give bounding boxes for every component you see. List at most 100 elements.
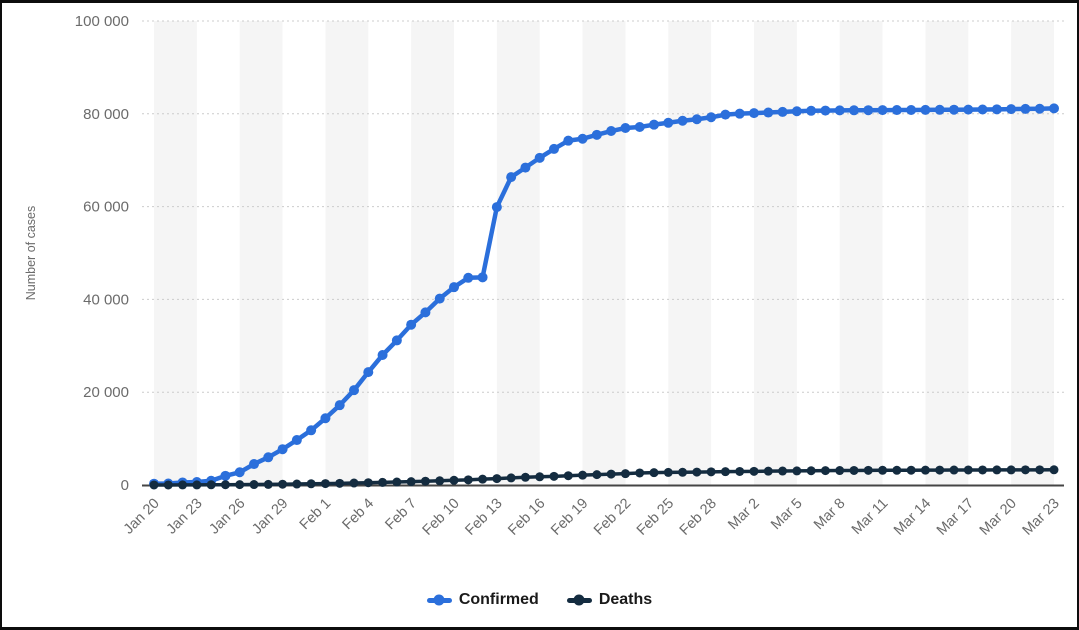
data-point-deaths[interactable] — [149, 480, 159, 490]
data-point-deaths[interactable] — [235, 480, 245, 490]
data-point-confirmed[interactable] — [306, 425, 317, 436]
data-point-deaths[interactable] — [678, 467, 688, 477]
data-point-confirmed[interactable] — [906, 104, 917, 115]
data-point-confirmed[interactable] — [749, 108, 759, 119]
data-point-confirmed[interactable] — [920, 104, 931, 115]
data-point-deaths[interactable] — [606, 469, 616, 479]
data-point-deaths[interactable] — [478, 474, 488, 484]
data-point-confirmed[interactable] — [734, 108, 745, 119]
data-point-deaths[interactable] — [649, 468, 659, 478]
data-point-confirmed[interactable] — [577, 133, 588, 144]
data-point-confirmed[interactable] — [406, 319, 417, 330]
data-point-deaths[interactable] — [320, 479, 330, 489]
data-point-deaths[interactable] — [863, 465, 873, 475]
data-point-deaths[interactable] — [892, 465, 902, 475]
data-point-deaths[interactable] — [763, 466, 773, 476]
data-point-deaths[interactable] — [1035, 465, 1045, 475]
data-point-confirmed[interactable] — [891, 105, 902, 116]
data-point-confirmed[interactable] — [249, 459, 259, 470]
data-point-deaths[interactable] — [206, 480, 216, 490]
data-point-confirmed[interactable] — [791, 106, 802, 117]
data-point-confirmed[interactable] — [434, 293, 445, 304]
data-point-deaths[interactable] — [306, 479, 316, 489]
data-point-deaths[interactable] — [663, 467, 673, 477]
data-point-confirmed[interactable] — [291, 435, 302, 446]
data-point-confirmed[interactable] — [234, 467, 245, 478]
data-point-deaths[interactable] — [249, 480, 259, 490]
data-point-deaths[interactable] — [292, 479, 302, 489]
data-point-deaths[interactable] — [549, 471, 559, 481]
data-point-confirmed[interactable] — [877, 105, 888, 116]
data-point-confirmed[interactable] — [506, 172, 517, 183]
data-point-confirmed[interactable] — [1020, 103, 1031, 114]
data-point-deaths[interactable] — [163, 480, 173, 490]
data-point-deaths[interactable] — [706, 467, 716, 477]
data-point-confirmed[interactable] — [477, 272, 488, 283]
data-point-deaths[interactable] — [820, 466, 830, 476]
data-point-confirmed[interactable] — [706, 112, 717, 123]
data-point-deaths[interactable] — [749, 466, 759, 476]
data-point-confirmed[interactable] — [377, 349, 388, 360]
data-point-confirmed[interactable] — [777, 106, 788, 117]
data-point-deaths[interactable] — [278, 479, 288, 489]
data-point-confirmed[interactable] — [363, 367, 374, 378]
data-point-confirmed[interactable] — [534, 152, 545, 163]
data-point-confirmed[interactable] — [449, 282, 459, 293]
data-point-confirmed[interactable] — [820, 105, 831, 116]
data-point-confirmed[interactable] — [849, 105, 859, 116]
data-point-deaths[interactable] — [378, 477, 388, 487]
data-point-deaths[interactable] — [406, 477, 416, 487]
data-point-confirmed[interactable] — [320, 413, 331, 424]
data-point-confirmed[interactable] — [563, 135, 574, 146]
data-point-deaths[interactable] — [563, 471, 573, 481]
data-point-confirmed[interactable] — [720, 109, 731, 120]
data-point-deaths[interactable] — [906, 465, 916, 475]
data-point-deaths[interactable] — [635, 468, 645, 478]
data-point-confirmed[interactable] — [606, 126, 617, 137]
data-point-deaths[interactable] — [578, 470, 588, 480]
data-point-deaths[interactable] — [449, 475, 459, 485]
data-point-confirmed[interactable] — [763, 107, 774, 118]
data-point-deaths[interactable] — [592, 470, 602, 480]
data-point-confirmed[interactable] — [1006, 104, 1017, 115]
data-point-deaths[interactable] — [420, 476, 430, 486]
data-point-deaths[interactable] — [220, 480, 230, 490]
data-point-confirmed[interactable] — [263, 452, 274, 463]
data-point-confirmed[interactable] — [1034, 103, 1045, 114]
data-point-confirmed[interactable] — [934, 104, 945, 115]
data-point-confirmed[interactable] — [834, 105, 845, 116]
data-point-deaths[interactable] — [792, 466, 802, 476]
data-point-deaths[interactable] — [835, 466, 845, 476]
data-point-deaths[interactable] — [935, 465, 945, 475]
data-point-deaths[interactable] — [520, 472, 530, 482]
data-point-confirmed[interactable] — [420, 307, 431, 318]
data-point-deaths[interactable] — [363, 478, 373, 488]
data-point-deaths[interactable] — [263, 479, 273, 489]
data-point-deaths[interactable] — [535, 472, 545, 482]
data-point-confirmed[interactable] — [977, 104, 988, 115]
data-point-deaths[interactable] — [949, 465, 959, 475]
data-point-deaths[interactable] — [806, 466, 816, 476]
data-point-confirmed[interactable] — [806, 105, 817, 116]
data-point-deaths[interactable] — [735, 466, 745, 476]
data-point-confirmed[interactable] — [491, 202, 502, 213]
data-point-deaths[interactable] — [978, 465, 988, 475]
data-point-confirmed[interactable] — [591, 129, 602, 140]
data-point-deaths[interactable] — [1006, 465, 1016, 475]
data-point-confirmed[interactable] — [949, 104, 959, 115]
data-point-deaths[interactable] — [692, 467, 702, 477]
data-point-deaths[interactable] — [492, 474, 502, 484]
data-point-deaths[interactable] — [349, 478, 359, 488]
data-point-deaths[interactable] — [392, 477, 402, 487]
data-point-confirmed[interactable] — [349, 385, 359, 396]
data-point-confirmed[interactable] — [549, 143, 559, 154]
data-point-confirmed[interactable] — [691, 114, 702, 125]
data-point-confirmed[interactable] — [649, 119, 659, 130]
data-point-confirmed[interactable] — [463, 272, 474, 283]
data-point-deaths[interactable] — [620, 469, 630, 479]
data-point-confirmed[interactable] — [863, 105, 874, 116]
data-point-confirmed[interactable] — [1049, 103, 1059, 114]
data-point-confirmed[interactable] — [963, 104, 974, 115]
data-point-confirmed[interactable] — [991, 104, 1002, 115]
legend-item-deaths[interactable]: Deaths — [566, 591, 652, 609]
